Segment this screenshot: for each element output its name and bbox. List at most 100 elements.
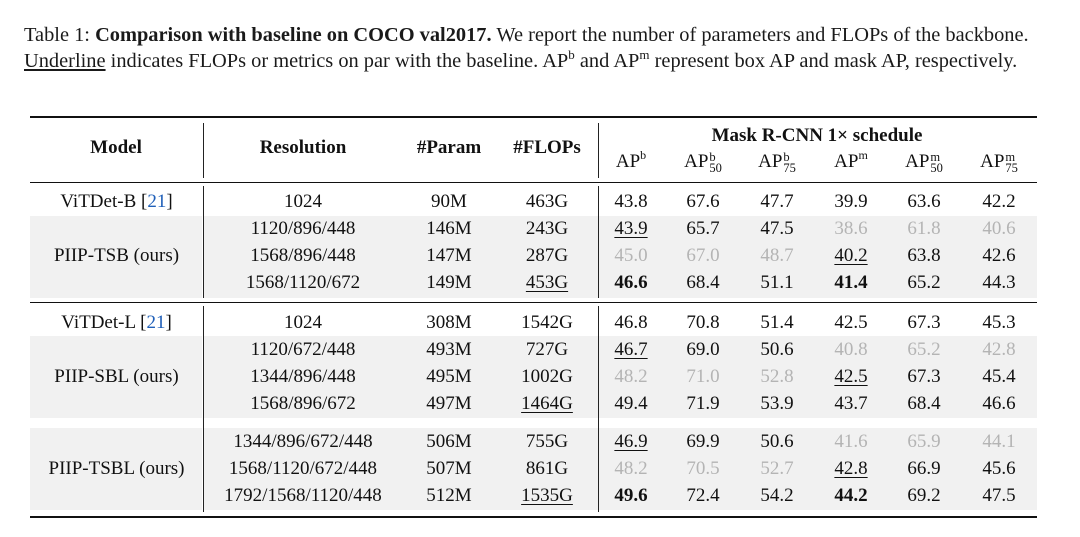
cell-resolution: 1024 [284,191,322,212]
cell-metric: 65.2 [907,339,941,360]
column-divider [598,123,599,178]
cell-metric: 67.3 [907,312,941,333]
results-table: Model Resolution #Param #FLOPs Mask R-CNN 1×… [30,116,1037,518]
cell-param: 512M [426,485,472,506]
cell-metric: 52.7 [760,458,794,479]
column-divider [598,186,599,298]
shaded-row-band [204,336,1037,418]
caption-text-3: represent box AP and mask AP, respective… [654,50,1018,72]
cell-metric: 45.4 [982,366,1016,387]
caption-text-1: We report the number of parameters and F… [496,24,1029,46]
cell-metric: 51.4 [760,312,794,333]
cell-metric: 67.6 [686,191,720,212]
column-divider [203,123,204,178]
cell-metric: 42.8 [982,339,1016,360]
cell-metric: 48.2 [614,366,648,387]
cell-metric: 42.8 [834,458,868,479]
baseline-model-name: ViTDet-B [21] [60,191,173,212]
cell-metric: 65.9 [907,431,941,452]
caption-label: Table 1: [24,24,90,46]
cell-metric: 65.2 [907,272,941,293]
cell-flops: 1535G [521,485,573,506]
cell-param: 506M [426,431,472,452]
cell-metric: 68.4 [686,272,720,293]
cell-metric: 46.7 [614,339,648,360]
cell-metric: 69.9 [686,431,720,452]
cell-metric: 72.4 [686,485,720,506]
cell-flops: 287G [525,245,569,266]
cell-resolution: 1792/1568/1120/448 [224,485,382,506]
cell-metric: 47.7 [760,191,794,212]
cell-metric: 38.6 [834,218,868,239]
cell-metric: 61.8 [907,218,941,239]
caption-title: Comparison with baseline on COCO val2017… [95,24,492,46]
cell-metric: 42.5 [834,312,868,333]
cell-flops: 463G [525,191,569,212]
cell-param: 146M [426,218,472,239]
cell-metric: 70.8 [686,312,720,333]
cell-param: 507M [426,458,472,479]
cell-metric: 45.3 [982,312,1016,333]
cell-param: 497M [426,393,472,414]
cell-metric: 42.6 [982,245,1016,266]
cell-metric: 46.6 [614,272,648,293]
header-metric: AP b 75 [758,149,796,175]
cell-param: 495M [426,366,472,387]
caption-underline-word: Underline [24,50,106,72]
header-resolution: Resolution [259,137,347,158]
shaded-row-band [204,216,1037,298]
ours-model-name: PIIP-TSB (ours) [53,245,180,266]
cell-metric: 67.0 [686,245,720,266]
header-rule [30,182,1037,183]
cell-metric: 50.6 [760,339,794,360]
cell-metric: 40.6 [982,218,1016,239]
column-divider [598,306,599,512]
cell-metric: 50.6 [760,431,794,452]
cell-flops: 1542G [521,312,573,333]
cell-metric: 47.5 [760,218,794,239]
cell-metric: 39.9 [834,191,868,212]
cell-param: 90M [431,191,467,212]
cell-metric: 69.0 [686,339,720,360]
caption-text-2: indicates FLOPs or metrics on par with t… [110,50,539,72]
cell-metric: 42.2 [982,191,1016,212]
cell-metric: 63.6 [907,191,941,212]
header-metric: APb [615,148,647,172]
caption-ap-mask: APm [613,47,650,72]
baseline-model-name: ViTDet-L [21] [61,312,172,333]
cell-flops: 453G [525,272,569,293]
cell-metric: 71.9 [686,393,720,414]
cell-metric: 53.9 [760,393,794,414]
cell-metric: 40.2 [834,245,868,266]
header-metric: AP m 75 [980,149,1018,175]
cell-metric: 46.8 [614,312,648,333]
cell-resolution: 1568/1120/672/448 [228,458,378,479]
header-metric: APm [834,148,868,172]
shaded-row-band [204,428,1037,510]
cell-flops: 1002G [521,366,573,387]
cell-metric: 49.4 [614,393,648,414]
shaded-model-band [30,428,202,510]
shaded-model-band [30,216,202,298]
cell-metric: 69.2 [907,485,941,506]
cell-metric: 45.0 [614,245,648,266]
cell-metric: 71.0 [686,366,720,387]
cell-metric: 51.1 [760,272,794,293]
shaded-model-band [30,336,202,418]
cell-flops: 861G [525,458,569,479]
cell-metric: 49.6 [614,485,648,506]
header-metric: AP b 50 [684,149,722,175]
cell-resolution: 1120/896/448 [250,218,356,239]
cell-metric: 48.2 [614,458,648,479]
cell-metric: 52.8 [760,366,794,387]
cell-metric: 44.3 [982,272,1016,293]
cell-flops: 755G [525,431,569,452]
header-metric: AP m 50 [905,149,943,175]
cell-metric: 70.5 [686,458,720,479]
cell-resolution: 1344/896/672/448 [233,431,373,452]
cell-metric: 43.9 [614,218,648,239]
cell-param: 149M [426,272,472,293]
cell-resolution: 1568/896/672 [250,393,356,414]
cell-resolution: 1024 [284,312,322,333]
cell-metric: 68.4 [907,393,941,414]
